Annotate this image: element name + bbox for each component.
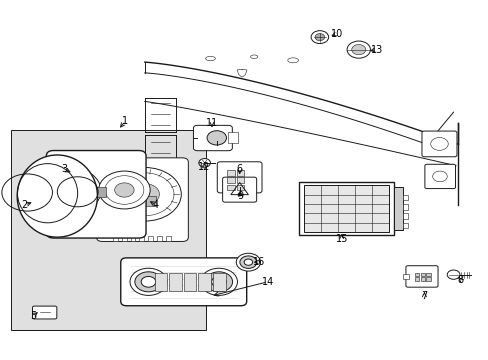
Circle shape — [240, 256, 256, 269]
Bar — [414, 277, 418, 281]
Bar — [402, 204, 407, 210]
Text: 2: 2 — [21, 200, 28, 210]
Bar — [402, 213, 407, 219]
Text: 1: 1 — [122, 116, 128, 126]
Bar — [133, 196, 156, 206]
Circle shape — [346, 41, 370, 58]
Bar — [226, 170, 234, 176]
FancyBboxPatch shape — [421, 131, 456, 157]
Bar — [228, 132, 238, 143]
Circle shape — [130, 184, 159, 205]
Bar — [414, 273, 418, 276]
Text: 15: 15 — [335, 234, 347, 244]
Circle shape — [236, 253, 260, 271]
Bar — [148, 237, 153, 241]
Text: 16: 16 — [252, 257, 264, 267]
Bar — [420, 277, 424, 281]
Bar — [198, 273, 210, 291]
Bar — [86, 187, 106, 197]
Bar — [113, 237, 117, 241]
Circle shape — [199, 158, 210, 167]
Bar — [402, 222, 407, 228]
Bar — [169, 273, 182, 291]
FancyBboxPatch shape — [424, 164, 455, 189]
Circle shape — [211, 276, 226, 287]
FancyBboxPatch shape — [46, 150, 146, 238]
Bar — [304, 185, 388, 232]
Bar — [426, 273, 430, 276]
Bar — [166, 237, 171, 241]
Text: 4: 4 — [153, 200, 159, 210]
Circle shape — [314, 33, 324, 41]
Circle shape — [141, 276, 156, 287]
Circle shape — [99, 171, 150, 209]
Bar — [236, 185, 244, 190]
FancyBboxPatch shape — [405, 266, 437, 287]
Circle shape — [115, 183, 134, 197]
Bar — [226, 185, 234, 190]
Text: 11: 11 — [205, 118, 218, 128]
Circle shape — [205, 272, 232, 292]
Bar — [226, 177, 234, 183]
Bar — [426, 277, 430, 281]
Circle shape — [206, 131, 226, 145]
Circle shape — [310, 31, 328, 44]
Circle shape — [38, 167, 101, 214]
FancyBboxPatch shape — [121, 258, 246, 306]
FancyBboxPatch shape — [32, 306, 57, 319]
Text: 12: 12 — [198, 162, 210, 172]
Text: 5: 5 — [30, 311, 36, 321]
Text: 13: 13 — [370, 45, 382, 55]
Ellipse shape — [17, 155, 97, 237]
Bar — [402, 195, 407, 201]
Text: 10: 10 — [330, 28, 342, 39]
Bar — [139, 237, 144, 241]
Circle shape — [44, 172, 95, 209]
Circle shape — [351, 45, 365, 55]
Circle shape — [244, 259, 252, 265]
Circle shape — [238, 194, 241, 196]
Circle shape — [447, 270, 459, 279]
Bar — [420, 273, 424, 276]
Bar — [393, 187, 402, 230]
FancyBboxPatch shape — [217, 162, 262, 193]
Bar — [130, 237, 135, 241]
Circle shape — [135, 272, 162, 292]
Circle shape — [130, 268, 166, 296]
Bar — [212, 273, 225, 291]
Bar — [299, 182, 393, 235]
Bar — [236, 177, 244, 183]
Circle shape — [200, 268, 237, 296]
Text: 3: 3 — [61, 164, 67, 174]
Bar — [122, 237, 126, 241]
Bar — [157, 237, 162, 241]
Bar — [154, 273, 167, 291]
FancyBboxPatch shape — [193, 125, 232, 151]
Bar — [11, 130, 205, 330]
Bar — [183, 273, 196, 291]
Circle shape — [105, 176, 143, 204]
FancyBboxPatch shape — [222, 177, 256, 202]
Text: 9: 9 — [237, 191, 243, 201]
Text: 6: 6 — [236, 164, 242, 174]
Text: 14: 14 — [261, 277, 273, 287]
Bar — [236, 170, 244, 176]
Bar — [402, 274, 408, 279]
FancyBboxPatch shape — [96, 158, 188, 242]
Text: 8: 8 — [457, 275, 463, 285]
Circle shape — [57, 182, 81, 200]
Text: 7: 7 — [421, 291, 427, 301]
